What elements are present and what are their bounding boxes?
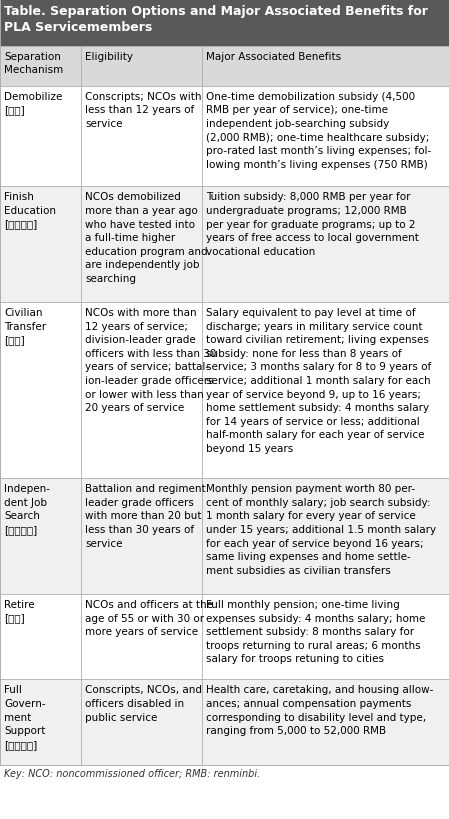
Text: Major Associated Benefits: Major Associated Benefits	[206, 52, 341, 61]
Bar	[81, 595, 202, 680]
Text: Conscripts; NCOs with
less than 12 years of
service: Conscripts; NCOs with less than 12 years…	[85, 92, 202, 129]
Bar	[202, 303, 449, 478]
Bar	[202, 47, 449, 87]
Bar	[0, 478, 81, 595]
Text: Indepen-
dent Job
Search
[自主择业]: Indepen- dent Job Search [自主择业]	[4, 483, 50, 534]
Bar	[0, 87, 81, 187]
Text: Monthly pension payment worth 80 per-
cent of monthly salary; job search subsidy: Monthly pension payment worth 80 per- ce…	[206, 483, 436, 575]
Text: NCOs demobilized
more than a year ago
who have tested into
a full-time higher
ed: NCOs demobilized more than a year ago wh…	[85, 192, 207, 283]
Text: Full monthly pension; one-time living
expenses subsidy: 4 months salary; home
se: Full monthly pension; one-time living ex…	[206, 600, 425, 663]
Text: Tuition subsidy: 8,000 RMB per year for
undergraduate programs; 12,000 RMB
per y: Tuition subsidy: 8,000 RMB per year for …	[206, 192, 419, 256]
Text: Battalion and regiment
leader grade officers
with more than 20 but
less than 30 : Battalion and regiment leader grade offi…	[85, 483, 206, 548]
Text: Retire
[退休]: Retire [退休]	[4, 600, 35, 622]
Text: Salary equivalent to pay level at time of
discharge; years in military service c: Salary equivalent to pay level at time o…	[206, 308, 431, 454]
Text: Civilian
Transfer
[转业]: Civilian Transfer [转业]	[4, 308, 46, 345]
Bar	[81, 47, 202, 87]
Bar	[81, 87, 202, 187]
Bar	[81, 303, 202, 478]
Text: Health care, caretaking, and housing allow-
ances; annual compensation payments
: Health care, caretaking, and housing all…	[206, 685, 433, 735]
Bar	[202, 595, 449, 680]
Bar	[0, 680, 81, 765]
Text: Table. Separation Options and Major Associated Benefits for
PLA Servicemembers: Table. Separation Options and Major Asso…	[4, 5, 428, 34]
Bar	[202, 680, 449, 765]
Text: One-time demobilization subsidy (4,500
RMB per year of service); one-time
indepe: One-time demobilization subsidy (4,500 R…	[206, 92, 431, 170]
Bar	[81, 478, 202, 595]
Bar	[202, 478, 449, 595]
Text: Separation
Mechanism: Separation Mechanism	[4, 52, 63, 75]
Text: Demobilize
[退伍]: Demobilize [退伍]	[4, 92, 62, 115]
Bar	[202, 187, 449, 303]
Bar	[0, 595, 81, 680]
Bar	[0, 187, 81, 303]
Text: Full
Govern-
ment
Support
[国家供养]: Full Govern- ment Support [国家供养]	[4, 685, 46, 749]
Text: Finish
Education
[完成学业]: Finish Education [完成学业]	[4, 192, 56, 229]
Bar	[0, 47, 81, 87]
Bar	[202, 87, 449, 187]
Text: Conscripts, NCOs, and
officers disabled in
public service: Conscripts, NCOs, and officers disabled …	[85, 685, 202, 722]
Text: NCOs with more than
12 years of service;
division-leader grade
officers with les: NCOs with more than 12 years of service;…	[85, 308, 216, 413]
Text: Eligibility: Eligibility	[85, 52, 133, 61]
Bar	[0, 303, 81, 478]
Text: NCOs and officers at the
age of 55 or with 30 or
more years of service: NCOs and officers at the age of 55 or wi…	[85, 600, 213, 636]
Text: Key: NCO: noncommissioned officer; RMB: renminbi.: Key: NCO: noncommissioned officer; RMB: …	[4, 768, 260, 778]
Bar	[81, 187, 202, 303]
Bar	[81, 680, 202, 765]
Bar	[0, 0, 449, 47]
